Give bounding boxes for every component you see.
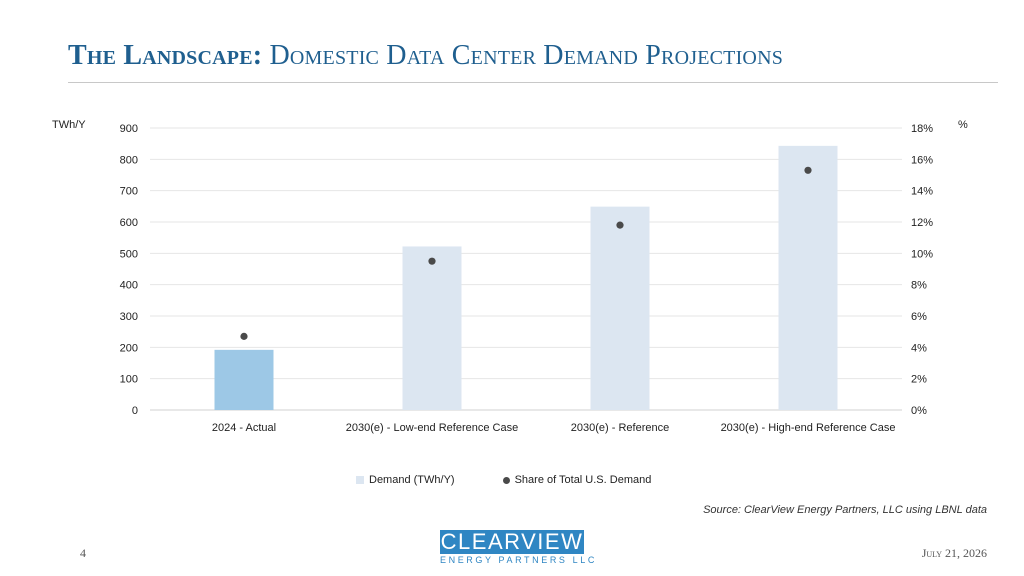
- source-note: Source: ClearView Energy Partners, LLC u…: [703, 504, 987, 516]
- legend-item-demand: Demand (TWh/Y): [356, 474, 455, 486]
- company-logo: CLEARVIEW ENERGY PARTNERS LLC: [440, 529, 597, 565]
- slide-title-bold: The Landscape:: [68, 40, 263, 71]
- right-tick-label: 10%: [911, 248, 933, 260]
- right-tick-label: 4%: [911, 342, 927, 354]
- share-point: [804, 166, 812, 174]
- legend-label-demand: Demand (TWh/Y): [369, 474, 455, 486]
- right-tick-label: 2%: [911, 374, 927, 386]
- slide-date: July 21, 2026: [921, 546, 987, 560]
- share-point: [428, 257, 436, 265]
- legend-marker-share: [502, 476, 510, 484]
- left-tick-label: 100: [120, 374, 138, 386]
- right-tick-label: 18%: [911, 123, 933, 135]
- legend-item-share: Share of Total U.S. Demand: [502, 474, 652, 486]
- share-point: [616, 221, 624, 229]
- category-label: 2030(e) - Low-end Reference Case: [346, 422, 518, 434]
- chart-legend: Demand (TWh/Y) Share of Total U.S. Deman…: [356, 474, 651, 486]
- left-tick-label: 800: [120, 154, 138, 166]
- demand-bar: [214, 349, 274, 410]
- left-tick-label: 0: [132, 405, 138, 417]
- left-axis-unit: TWh/Y: [52, 119, 86, 131]
- logo-wordmark: CLEARVIEW: [440, 529, 584, 554]
- demand-bar: [402, 246, 462, 410]
- left-tick-label: 200: [120, 342, 138, 354]
- legend-swatch-demand: [356, 476, 364, 484]
- slide-title-rest: Domestic Data Center Demand Projections: [269, 40, 784, 71]
- category-label: 2030(e) - High-end Reference Case: [721, 422, 896, 434]
- slide-title: The Landscape: Domestic Data Center Dema…: [68, 40, 783, 72]
- demand-chart: 0 100 200 300 400 500 600 700 800 900 0% 2% 4% 6% 8% 10…: [120, 123, 934, 434]
- right-tick-label: 12%: [911, 217, 933, 229]
- left-tick-label: 400: [120, 280, 138, 292]
- right-tick-label: 16%: [911, 154, 933, 166]
- left-tick-label: 300: [120, 311, 138, 323]
- category-label: 2030(e) - Reference: [571, 422, 669, 434]
- logo-subtitle: ENERGY PARTNERS LLC: [440, 555, 597, 565]
- share-point: [240, 332, 248, 340]
- left-tick-label: 500: [120, 248, 138, 260]
- left-tick-label: 600: [120, 217, 138, 229]
- category-label: 2024 - Actual: [212, 422, 276, 434]
- demand-bar: [590, 206, 650, 410]
- left-tick-label: 900: [120, 123, 138, 135]
- right-tick-label: 0%: [911, 405, 927, 417]
- right-tick-label: 6%: [911, 311, 927, 323]
- page-number: 4: [80, 546, 86, 560]
- demand-bar: [778, 145, 838, 411]
- right-tick-label: 8%: [911, 280, 927, 292]
- title-divider: [68, 82, 998, 83]
- right-axis-unit: %: [958, 119, 968, 131]
- legend-label-share: Share of Total U.S. Demand: [514, 474, 652, 486]
- left-tick-label: 700: [120, 186, 138, 198]
- right-tick-label: 14%: [911, 186, 933, 198]
